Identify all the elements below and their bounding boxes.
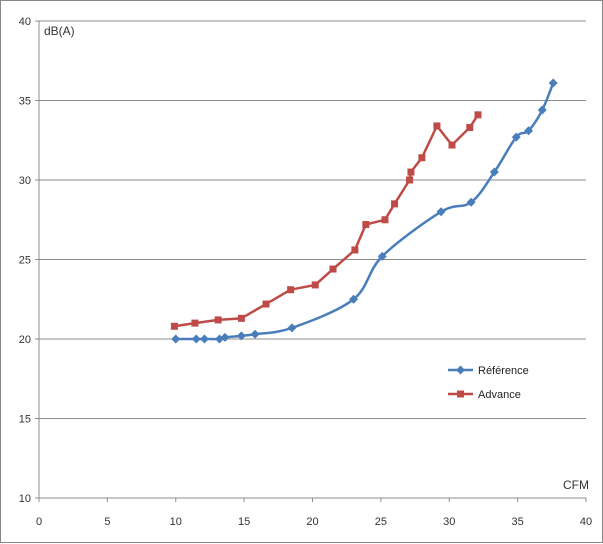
x-tick-label: 25 [375, 516, 387, 528]
data-point-advance [170, 322, 178, 330]
data-point-advance [311, 281, 319, 289]
data-point-r-f-rence [220, 332, 230, 342]
data-point-advance [466, 124, 474, 132]
series-line-r-f-rence [174, 81, 555, 341]
data-point-r-f-rence [548, 78, 558, 88]
x-axis-title: CFM [563, 478, 589, 492]
series-layer [170, 78, 558, 344]
legend-marker [456, 365, 465, 375]
x-tick-label: 35 [512, 516, 524, 528]
data-point-r-f-rence [171, 334, 181, 344]
y-axis-title: dB(A) [44, 24, 75, 38]
y-tick-label: 15 [19, 414, 31, 426]
x-tick-label: 0 [36, 516, 42, 528]
x-tick-label: 30 [443, 516, 455, 528]
data-point-advance [407, 168, 415, 176]
series-r-f-rence [171, 78, 558, 344]
y-tick-label: 10 [19, 493, 31, 505]
legend-item-r-f-rence: Référence [448, 365, 529, 377]
data-point-advance [214, 316, 222, 324]
series-advance [170, 111, 482, 330]
x-tick-label: 40 [580, 516, 592, 528]
data-point-r-f-rence [537, 105, 547, 115]
legend-marker [457, 390, 464, 398]
y-tick-label: 35 [19, 96, 31, 108]
legend-label: Advance [478, 389, 521, 401]
x-tick-label: 20 [306, 516, 318, 528]
legend-label: Référence [478, 365, 529, 377]
y-tick-label: 20 [19, 334, 31, 346]
data-point-advance [287, 286, 295, 294]
data-point-advance [448, 141, 456, 149]
data-point-r-f-rence [524, 126, 534, 136]
data-point-r-f-rence [199, 334, 209, 344]
data-point-r-f-rence [377, 251, 387, 261]
data-point-advance [351, 246, 359, 254]
y-tick-label: 40 [19, 16, 31, 28]
x-tick-label: 15 [238, 516, 250, 528]
data-point-advance [474, 111, 482, 119]
data-point-advance [262, 300, 270, 308]
data-point-advance [381, 216, 389, 224]
x-tick-label: 10 [170, 516, 182, 528]
data-point-advance [191, 319, 199, 327]
data-point-advance [391, 200, 399, 208]
data-point-advance [362, 221, 370, 229]
data-point-advance [433, 122, 441, 130]
data-point-r-f-rence [489, 167, 499, 177]
data-point-r-f-rence [466, 197, 476, 207]
legend: Référence Advance [448, 365, 529, 401]
y-tick-label: 25 [19, 255, 31, 267]
data-point-r-f-rence [511, 132, 521, 142]
data-point-r-f-rence [287, 323, 297, 333]
gridlines [39, 20, 586, 499]
data-point-advance [329, 265, 337, 273]
y-tick-label: 30 [19, 175, 31, 187]
series-line-advance [173, 113, 480, 328]
data-point-r-f-rence [250, 329, 260, 339]
x-tick-label: 5 [104, 516, 110, 528]
data-point-r-f-rence [236, 331, 246, 341]
legend-item-advance: Advance [448, 389, 521, 401]
data-point-advance [237, 314, 245, 322]
axes: 10 15 20 25 30 35 40 0 5 10 15 20 25 30 35 40 [19, 16, 592, 528]
data-point-advance [418, 154, 426, 162]
data-point-r-f-rence [436, 207, 446, 217]
data-point-advance [406, 176, 414, 184]
data-point-r-f-rence [349, 294, 359, 304]
data-point-r-f-rence [191, 334, 201, 344]
